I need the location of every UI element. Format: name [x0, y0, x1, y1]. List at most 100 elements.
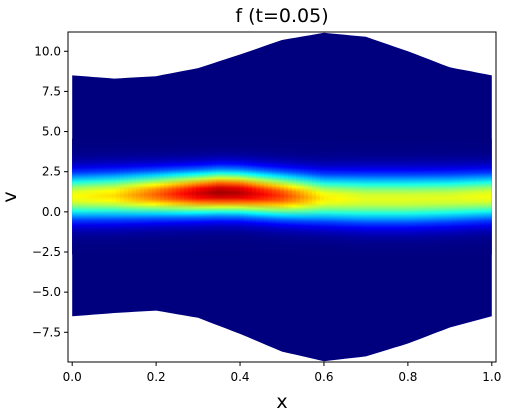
density-cell [352, 140, 357, 257]
density-cell [372, 141, 377, 257]
density-cell [160, 136, 165, 253]
density-cell [240, 135, 245, 251]
x-axis-label: x [276, 391, 287, 412]
x-tick-label: 0.4 [230, 370, 249, 384]
x-axis: 0.0 0.2 0.4 0.6 0.8 1.0 [63, 362, 501, 384]
density-cell [264, 136, 269, 253]
density-cell [332, 140, 337, 257]
density-cell [400, 141, 405, 257]
density-cell [204, 135, 209, 251]
density-cell [272, 137, 277, 254]
density-cell [476, 139, 481, 255]
density-cell [464, 139, 469, 256]
density-cell [312, 139, 317, 256]
density-cell [300, 139, 305, 255]
density-cell [280, 137, 285, 254]
density-cell [248, 135, 253, 252]
density-cell [152, 136, 157, 253]
density-cell [168, 136, 173, 252]
density-cell [316, 140, 321, 256]
density-cell [440, 140, 445, 257]
x-tick-label: 0.8 [398, 370, 417, 384]
density-cell [112, 137, 117, 254]
density-cell [268, 137, 273, 253]
density-cell [196, 135, 201, 252]
density-cell [228, 134, 233, 251]
x-tick-label: 1.0 [482, 370, 501, 384]
density-cell [336, 140, 341, 257]
plot-frame [67, 31, 497, 363]
density-cell [200, 135, 205, 252]
density-cell [80, 138, 85, 255]
density-cell [140, 137, 145, 253]
y-tick-label: 2.5 [42, 165, 61, 179]
density-cell [172, 136, 177, 252]
density-cell [304, 139, 309, 255]
density-cell [96, 138, 101, 254]
density-field [72, 134, 492, 257]
density-cell [92, 138, 97, 254]
y-tick-label: −2.5 [32, 245, 61, 259]
density-cell [448, 140, 453, 257]
density-cell [220, 134, 225, 251]
density-cell [452, 140, 457, 256]
density-cell [428, 140, 433, 257]
density-cell [368, 141, 373, 257]
density-cell [468, 139, 473, 256]
density-cell [416, 141, 421, 257]
density-cell [216, 134, 221, 251]
density-cell [76, 138, 81, 255]
y-tick-label: 7.5 [42, 84, 61, 98]
y-tick-label: 5.0 [42, 125, 61, 139]
density-cell [252, 136, 257, 252]
density-cell [180, 136, 185, 252]
density-cell [456, 140, 461, 256]
density-cell [256, 136, 261, 252]
density-cell [100, 138, 105, 254]
x-tick-label: 0.6 [314, 370, 333, 384]
density-cell [480, 139, 485, 255]
density-cell [376, 141, 381, 257]
density-cell [432, 140, 437, 257]
density-cell [384, 141, 389, 257]
density-cell [308, 139, 313, 256]
density-cell [88, 138, 93, 255]
density-cell [364, 141, 369, 257]
density-cell [388, 141, 393, 257]
density-cell [328, 140, 333, 257]
density-cell [288, 138, 293, 255]
density-cell [236, 135, 241, 251]
density-cell [324, 140, 329, 257]
density-cell [320, 140, 325, 256]
y-axis: −7.5 −5.0 −2.5 0.0 2.5 5.0 7.5 10.0 [32, 44, 68, 339]
density-cell [192, 135, 197, 252]
density-cell [176, 136, 181, 252]
density-cell [296, 138, 301, 255]
density-cell [120, 137, 125, 254]
density-cell [356, 141, 361, 257]
density-cell [108, 138, 113, 254]
density-cell [444, 140, 449, 257]
density-cell [72, 138, 77, 255]
density-cell [184, 135, 189, 252]
y-axis-label: v [0, 191, 21, 202]
density-cell [224, 134, 229, 251]
density-cell [380, 141, 385, 257]
density-cell [420, 140, 425, 257]
density-cell [404, 141, 409, 257]
y-tick-label: −5.0 [32, 285, 61, 299]
density-cell [84, 138, 89, 255]
density-cell [260, 136, 265, 253]
density-cell [276, 137, 281, 254]
density-cell [144, 137, 149, 253]
density-cell [128, 137, 133, 254]
density-cell [188, 135, 193, 252]
density-cell [136, 137, 141, 253]
plot-area [72, 32, 492, 362]
density-cell [340, 140, 345, 257]
density-cell [484, 139, 489, 255]
x-tick-label: 0.0 [63, 370, 82, 384]
density-cell [232, 135, 237, 251]
density-cell [488, 138, 492, 255]
